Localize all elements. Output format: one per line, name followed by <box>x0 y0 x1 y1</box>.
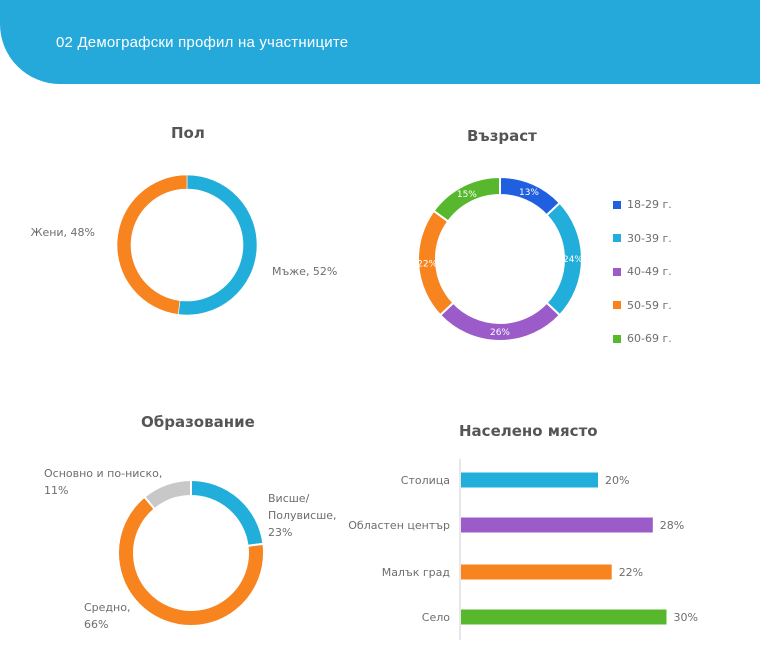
education-label-higher-line-1: Висше/ <box>268 492 310 505</box>
page-title: 02 Демографски профил на участниците <box>56 34 349 51</box>
education-label-primary-line-1: Основно и по-ниско, <box>44 467 162 480</box>
education-chart-title: Образование <box>141 413 255 431</box>
age-legend-item: 50-59 г. <box>613 289 672 323</box>
education-label-primary-line-2: 11% <box>44 484 68 497</box>
age-legend-label: 30-39 г. <box>627 231 672 245</box>
age-legend-label: 18-29 г. <box>627 198 672 212</box>
education-slice-3 <box>143 478 192 511</box>
gender-slice-1 <box>177 174 258 316</box>
gender-slice-2 <box>116 174 188 315</box>
age-legend-swatch <box>613 301 621 310</box>
settlement-category-label-1: Столица <box>401 474 450 487</box>
settlement-category-label-3: Малък град <box>382 566 451 579</box>
age-legend-label: 60-69 г. <box>627 332 672 346</box>
settlement-category-label-2: Областен център <box>348 519 450 532</box>
settlement-bar-3 <box>461 564 612 580</box>
gender-label-men: Мъже, 52% <box>272 265 337 278</box>
settlement-category-label-4: Село <box>422 611 450 624</box>
settlement-bar-2 <box>461 517 653 533</box>
age-slice-label-1: 13% <box>519 188 539 198</box>
settlement-value-label-1: 20% <box>605 474 629 487</box>
age-legend-swatch <box>613 200 621 209</box>
age-legend-swatch <box>613 267 621 276</box>
age-legend: 18-29 г. 30-39 г. 40-49 г. 50-59 г. 60-69 г. <box>613 188 672 356</box>
age-legend-swatch <box>613 234 621 243</box>
header-banner: 02 Демографски профил на участниците <box>0 0 760 84</box>
age-legend-label: 50-59 г. <box>627 298 672 312</box>
education-label-secondary-line-2: 66% <box>84 618 108 631</box>
settlement-value-label-4: 30% <box>674 611 698 624</box>
settlement-value-label-3: 22% <box>619 566 643 579</box>
age-legend-item: 40-49 г. <box>613 255 672 289</box>
education-slice-1 <box>190 478 265 547</box>
age-legend-item: 30-39 г. <box>613 222 672 256</box>
age-legend-item: 18-29 г. <box>613 188 672 222</box>
settlement-bar-4 <box>461 609 667 625</box>
settlement-bar-1 <box>461 472 598 488</box>
education-label-higher-line-2: Полувисше, <box>268 509 337 522</box>
age-slice-label-2: 24% <box>563 255 583 265</box>
settlement-chart-title: Населено място <box>459 422 598 440</box>
age-slice-label-3: 26% <box>490 328 510 338</box>
settlement-value-label-2: 28% <box>660 519 684 532</box>
age-slice-label-5: 15% <box>457 190 477 200</box>
gender-label-women: Жени, 48% <box>31 226 95 239</box>
age-slice-label-4: 22% <box>417 260 437 270</box>
age-legend-item: 60-69 г. <box>613 322 672 356</box>
education-slice-2 <box>117 495 265 627</box>
age-legend-swatch <box>613 334 621 343</box>
age-chart-title: Възраст <box>467 127 537 145</box>
gender-chart-title: Пол <box>171 124 205 142</box>
education-label-secondary-line-1: Средно, <box>84 601 130 614</box>
education-label-higher-line-3: 23% <box>268 526 292 539</box>
age-slice-5 <box>432 175 501 223</box>
age-legend-label: 40-49 г. <box>627 265 672 279</box>
